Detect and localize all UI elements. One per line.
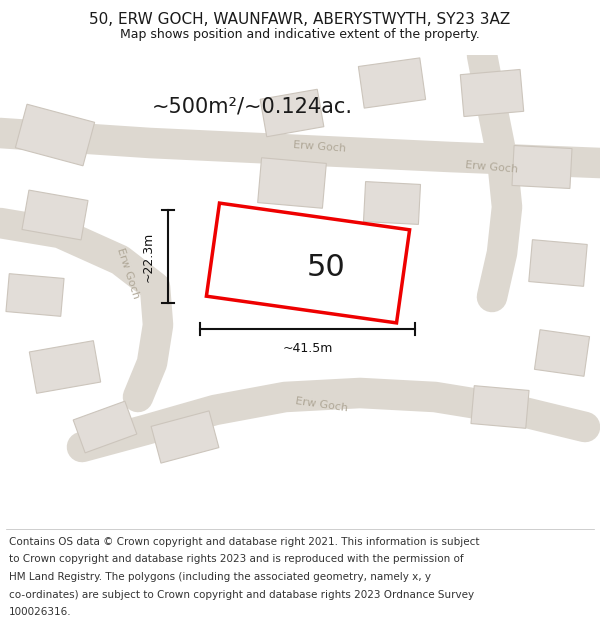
Text: ~41.5m: ~41.5m — [283, 342, 332, 356]
Bar — [257, 158, 326, 208]
Text: ~22.3m: ~22.3m — [142, 231, 155, 282]
Text: 50, ERW GOCH, WAUNFAWR, ABERYSTWYTH, SY23 3AZ: 50, ERW GOCH, WAUNFAWR, ABERYSTWYTH, SY2… — [89, 12, 511, 27]
Text: ~500m²/~0.124ac.: ~500m²/~0.124ac. — [152, 97, 353, 117]
Text: Erw Goch: Erw Goch — [295, 396, 349, 414]
Bar — [6, 274, 64, 316]
Bar — [260, 89, 324, 137]
Bar — [151, 411, 219, 463]
Bar — [22, 190, 88, 240]
Text: Erw Goch: Erw Goch — [465, 160, 519, 174]
Bar — [206, 203, 410, 323]
Bar — [364, 182, 421, 224]
Bar — [358, 58, 425, 108]
Text: 50: 50 — [307, 254, 346, 282]
Bar — [73, 401, 137, 453]
Bar — [16, 104, 95, 166]
Text: to Crown copyright and database rights 2023 and is reproduced with the permissio: to Crown copyright and database rights 2… — [9, 554, 464, 564]
Bar — [535, 330, 590, 376]
Bar — [512, 146, 572, 189]
Text: Erw Goch: Erw Goch — [115, 246, 141, 300]
Bar — [529, 239, 587, 286]
Text: HM Land Registry. The polygons (including the associated geometry, namely x, y: HM Land Registry. The polygons (includin… — [9, 572, 431, 582]
Text: co-ordinates) are subject to Crown copyright and database rights 2023 Ordnance S: co-ordinates) are subject to Crown copyr… — [9, 589, 474, 599]
Text: Erw Goch: Erw Goch — [293, 140, 347, 154]
Text: Contains OS data © Crown copyright and database right 2021. This information is : Contains OS data © Crown copyright and d… — [9, 537, 479, 547]
Text: Map shows position and indicative extent of the property.: Map shows position and indicative extent… — [120, 28, 480, 41]
Bar — [29, 341, 101, 393]
Text: 100026316.: 100026316. — [9, 607, 71, 617]
Bar — [460, 69, 524, 116]
Bar — [471, 386, 529, 428]
